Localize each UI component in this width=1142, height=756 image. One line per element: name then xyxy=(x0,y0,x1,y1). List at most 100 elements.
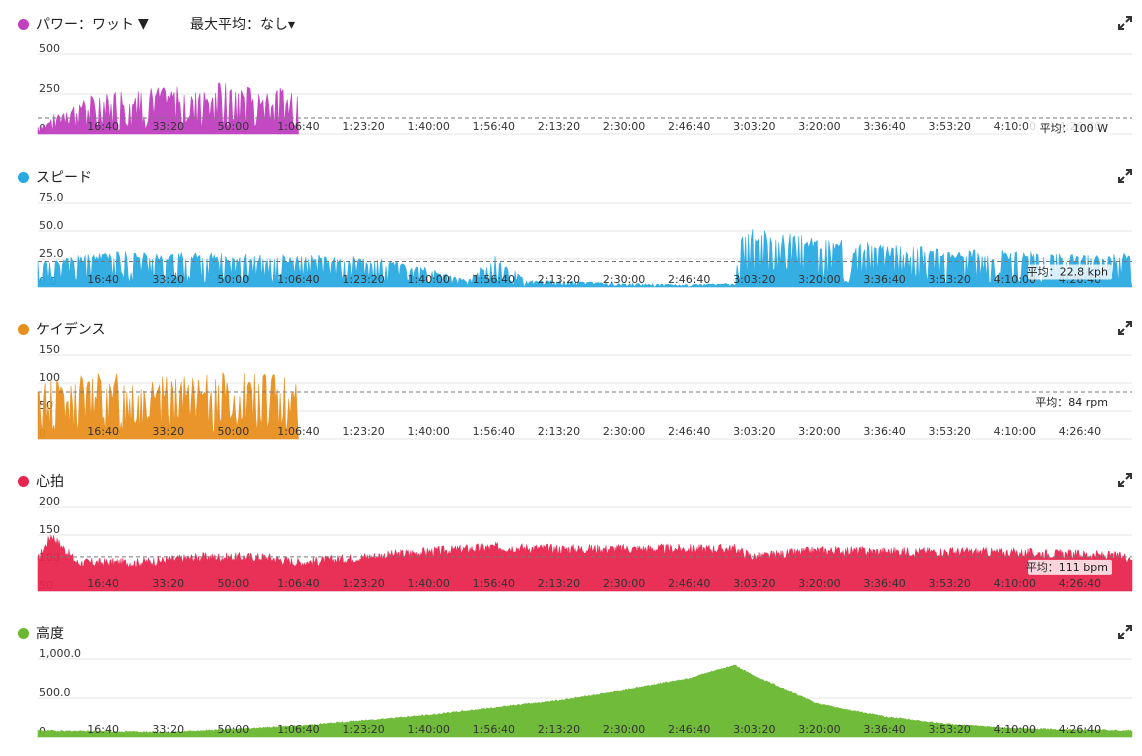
x-tick-label: 4:10:00 xyxy=(994,577,1036,590)
speed-average-label: 平均：22.8 kph xyxy=(1027,265,1108,278)
y-tick-label: 100 xyxy=(39,371,60,384)
x-tick-label: 1:40:00 xyxy=(408,273,450,286)
expand-icon[interactable] xyxy=(1118,321,1132,335)
x-tick-label: 2:46:40 xyxy=(668,273,710,286)
x-tick-label: 2:46:40 xyxy=(668,120,710,133)
y-tick-label: 150 xyxy=(39,343,60,356)
x-tick-label: 3:36:40 xyxy=(863,120,905,133)
y-tick-label: 1,000.0 xyxy=(39,647,81,660)
cadence-title: ケイデンス xyxy=(36,322,106,338)
heart-average-label: 平均：111 bpm xyxy=(1026,561,1108,574)
expand-icon[interactable] xyxy=(1118,473,1132,487)
x-tick-label: 1:40:00 xyxy=(408,723,450,736)
cadence-header: ケイデンス xyxy=(18,317,105,341)
x-tick-label: 16:40 xyxy=(87,273,119,286)
x-tick-label: 16:40 xyxy=(87,577,119,590)
x-tick-label: 50:00 xyxy=(218,120,250,133)
x-tick-label: 4:10:00 xyxy=(994,273,1036,286)
y-tick-label: 150 xyxy=(39,523,60,536)
x-tick-label: 1:40:00 xyxy=(408,120,450,133)
x-tick-label: 3:03:20 xyxy=(733,577,775,590)
x-tick-label: 1:06:40 xyxy=(277,723,319,736)
speed-title: スピード xyxy=(36,170,92,186)
x-tick-label: 3:36:40 xyxy=(863,723,905,736)
x-tick-label: 4:26:40 xyxy=(1059,577,1101,590)
x-tick-label: 50:00 xyxy=(218,723,250,736)
x-tick-label: 1:56:40 xyxy=(473,273,515,286)
y-tick-label: 50.0 xyxy=(39,219,64,232)
heart-header: 心拍 xyxy=(18,469,64,493)
speed-average-label-bg xyxy=(1028,264,1112,280)
x-tick-label: 3:53:20 xyxy=(928,120,970,133)
heart-chart: 2001501005016:4033:2050:001:06:401:23:20… xyxy=(37,495,1133,592)
expand-icon[interactable] xyxy=(1118,625,1132,639)
expand-icon[interactable] xyxy=(1118,169,1132,183)
y-tick-label: 500.0 xyxy=(39,686,71,699)
x-tick-label: 1:23:20 xyxy=(342,425,384,438)
cadence-color-dot xyxy=(18,323,29,335)
x-tick-label: 3:53:20 xyxy=(928,723,970,736)
x-tick-label: 4:10:00 xyxy=(994,723,1036,736)
x-tick-label: 3:53:20 xyxy=(928,577,970,590)
y-tick-label: 75.0 xyxy=(39,191,64,204)
x-tick-label: 1:23:20 xyxy=(342,723,384,736)
power-chart: 500250016:4033:2050:001:06:401:23:201:40… xyxy=(37,42,1132,136)
x-tick-label: 3:03:20 xyxy=(733,425,775,438)
speed-color-dot xyxy=(18,171,29,183)
y-tick-label: 500 xyxy=(39,42,60,55)
x-tick-label: 3:20:00 xyxy=(798,577,840,590)
x-tick-label: 4:10:00 xyxy=(994,120,1036,133)
expand-icon[interactable] xyxy=(1118,16,1132,30)
power-dropdown-toggle[interactable]: ▼ xyxy=(138,16,149,32)
x-tick-label: 2:30:00 xyxy=(603,120,645,133)
heart-average-label-bg xyxy=(1028,559,1112,575)
speed-panel: スピード 75.050.025.00.016:4033:2050:001:06:… xyxy=(0,165,1142,295)
speed-series-area xyxy=(37,228,1133,288)
cadence-chart: 15010050016:4033:2050:001:06:401:23:201:… xyxy=(37,343,1132,440)
x-tick-label: 2:13:20 xyxy=(538,273,580,286)
x-tick-label: 33:20 xyxy=(152,425,184,438)
y-tick-label: 250 xyxy=(39,82,60,95)
x-tick-label: 33:20 xyxy=(152,577,184,590)
x-tick-label: 1:40:00 xyxy=(408,425,450,438)
x-tick-label: 16:40 xyxy=(87,120,119,133)
x-tick-label: 3:20:00 xyxy=(798,120,840,133)
x-tick-label: 2:46:40 xyxy=(668,577,710,590)
power-header: パワー：ワット ▼ xyxy=(18,12,149,36)
x-tick-label: 33:20 xyxy=(152,723,184,736)
x-tick-label: 1:06:40 xyxy=(277,120,319,133)
elevation-title: 高度 xyxy=(36,626,64,642)
x-tick-label: 4:10:00 xyxy=(994,425,1036,438)
power-panel: パワー：ワット ▼ 最大平均：なし▾ 500250016:4033:2050:0… xyxy=(0,12,1142,152)
x-tick-label: 3:36:40 xyxy=(863,425,905,438)
max-average-dropdown[interactable]: 最大平均：なし▾ xyxy=(190,17,296,33)
x-tick-label: 1:23:20 xyxy=(342,577,384,590)
x-tick-label: 2:13:20 xyxy=(538,577,580,590)
x-tick-label: 50:00 xyxy=(218,577,250,590)
x-tick-label: 3:03:20 xyxy=(733,723,775,736)
x-tick-label: 2:13:20 xyxy=(538,120,580,133)
x-tick-label: 1:56:40 xyxy=(473,723,515,736)
x-tick-label: 3:03:20 xyxy=(733,273,775,286)
x-tick-label: 2:30:00 xyxy=(603,273,645,286)
x-tick-label: 1:56:40 xyxy=(473,425,515,438)
x-tick-label: 4:26:40 xyxy=(1059,723,1101,736)
power-color-dot xyxy=(18,18,29,30)
x-tick-label: 2:30:00 xyxy=(603,425,645,438)
x-tick-label: 1:06:40 xyxy=(277,425,319,438)
power-series-area xyxy=(37,82,299,135)
cadence-average-label-bg xyxy=(1028,394,1112,410)
speed-chart: 75.050.025.00.016:4033:2050:001:06:401:2… xyxy=(37,191,1133,288)
x-tick-label: 2:30:00 xyxy=(603,577,645,590)
x-tick-label: 33:20 xyxy=(152,273,184,286)
x-tick-label: 3:53:20 xyxy=(928,425,970,438)
x-tick-label: 1:56:40 xyxy=(473,120,515,133)
x-tick-label: 16:40 xyxy=(87,425,119,438)
x-tick-label: 3:36:40 xyxy=(863,273,905,286)
heart-title: 心拍 xyxy=(36,474,64,490)
elevation-series-area xyxy=(37,664,1133,738)
x-tick-label: 3:20:00 xyxy=(798,273,840,286)
power-average-label-bg xyxy=(1028,121,1112,136)
x-tick-label: 1:06:40 xyxy=(277,273,319,286)
elevation-color-dot xyxy=(18,627,29,639)
